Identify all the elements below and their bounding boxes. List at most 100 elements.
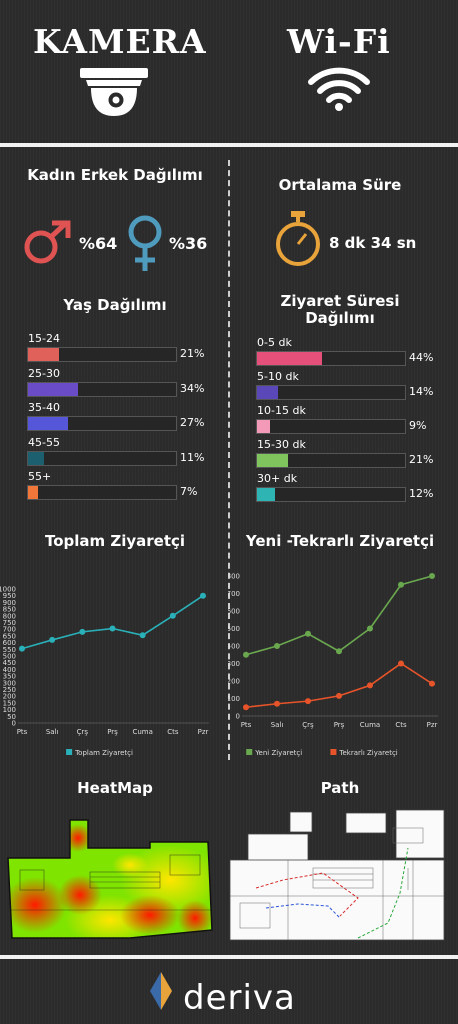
legend-label: Yeni Ziyaretçi — [254, 749, 302, 757]
data-point — [367, 625, 373, 632]
duration-bar-label: 15-30 dk — [257, 438, 306, 451]
y-tick-label: 450 — [3, 659, 16, 667]
y-tick-label: 250 — [3, 686, 16, 694]
y-tick-label: 300 — [228, 660, 240, 668]
y-tick-label: 700 — [228, 590, 240, 598]
duration-bar-label: 30+ dk — [257, 472, 298, 485]
x-tick-label: Salı — [271, 721, 284, 729]
camera-title: KAMERA — [33, 22, 207, 61]
age-bar-label: 15-24 — [28, 332, 60, 345]
gender-title: Kadın Erkek Dağılımı — [27, 166, 203, 184]
heatmap-title: HeatMap — [77, 779, 153, 797]
age-bar-track — [27, 381, 177, 397]
age-bar-fill — [28, 382, 79, 396]
x-tick-label: Pzr — [198, 728, 209, 736]
y-tick-label: 800 — [3, 612, 16, 620]
legend-swatch — [66, 749, 73, 755]
age-bar-value: 27% — [180, 416, 205, 429]
deriva-logo-icon — [150, 972, 172, 1010]
duration-bar-track — [256, 453, 406, 468]
new-returning-chart: 0 100 200 300 400 500 600 700 800 Pts Salı Çrş Prş Cu… — [228, 573, 438, 757]
duration-bar-fill — [257, 420, 271, 433]
brand-name: deriva — [183, 978, 296, 1018]
data-point — [398, 581, 404, 588]
age-bar-track — [27, 347, 177, 362]
age-bar-track — [27, 450, 177, 466]
duration-bar-track — [256, 419, 406, 434]
y-tick-label: 950 — [3, 592, 16, 600]
y-tick-label: 750 — [3, 619, 16, 627]
bottom-divider — [0, 955, 458, 959]
age-bar-value: 34% — [180, 381, 205, 395]
x-tick-label: Cts — [167, 728, 179, 736]
y-tick-label: 650 — [3, 632, 16, 640]
y-tick-label: 300 — [3, 679, 16, 687]
duration-bar-value: 44% — [409, 351, 434, 364]
age-bar-track — [27, 416, 177, 431]
x-tick-label: Çrş — [302, 721, 314, 729]
female-symbol-icon — [128, 215, 162, 271]
y-tick-label: 400 — [228, 643, 240, 651]
duration-bar-value: 14% — [409, 385, 434, 398]
data-point — [429, 680, 435, 687]
series-line — [245, 575, 433, 656]
age-bar-label: 55+ — [28, 470, 52, 483]
y-tick-label: 900 — [3, 599, 16, 607]
duration-bar-track — [256, 385, 406, 400]
age-bar-value: 11% — [180, 450, 205, 464]
age-title: Yaş Dağılımı — [63, 296, 167, 314]
y-tick-label: 700 — [3, 626, 16, 634]
x-tick-label: Pzr — [427, 721, 438, 729]
center-divider — [228, 160, 230, 760]
visit-duration-title: Ziyaret Süresi Dağılımı — [280, 292, 400, 327]
duration-bar-track — [256, 351, 406, 366]
age-bar-track — [27, 485, 177, 500]
wifi-title: Wi-Fi — [287, 22, 391, 61]
age-bar-fill — [28, 417, 68, 430]
duration-bar-fill — [257, 454, 289, 467]
x-tick-label: Cts — [395, 721, 407, 729]
age-bar-label: 45-55 — [28, 435, 60, 449]
data-point — [169, 612, 176, 619]
data-point — [19, 645, 25, 652]
data-point — [336, 692, 342, 699]
duration-bar-value: 9% — [409, 419, 427, 432]
x-tick-label: Prş — [334, 721, 345, 729]
y-tick-label: 600 — [228, 608, 240, 616]
x-tick-label: Prş — [107, 728, 118, 736]
heatmap-image — [7, 819, 213, 939]
y-tick-label: 200 — [3, 693, 16, 701]
data-point — [139, 632, 146, 639]
data-point — [79, 628, 86, 635]
x-tick-label: Cuma — [132, 728, 152, 736]
new-returning-title: Yeni -Tekrarlı Ziyaretçi — [245, 532, 435, 550]
duration-bar-value: 12% — [409, 487, 434, 500]
data-point — [243, 651, 249, 658]
male-percentage: %64 — [79, 234, 118, 253]
data-point — [274, 700, 280, 707]
x-tick-label: Pts — [17, 728, 28, 736]
female-percentage: %36 — [169, 234, 208, 253]
x-tick-label: Çrş — [77, 728, 89, 736]
y-tick-label: 100 — [3, 706, 16, 714]
y-tick-label: 350 — [3, 673, 16, 681]
total-visitors-title: Toplam Ziyaretçi — [44, 532, 186, 550]
y-tick-label: 500 — [3, 653, 16, 661]
data-point — [367, 682, 373, 689]
duration-bar-fill — [257, 386, 278, 399]
y-tick-label: 200 — [228, 678, 240, 686]
data-point — [429, 573, 435, 579]
legend-label: Tekrarlı Ziyaretçi — [338, 749, 397, 757]
x-tick-label: Salı — [46, 728, 59, 736]
series-line — [21, 595, 204, 650]
y-tick-label: 600 — [3, 639, 16, 647]
age-bar-label: 35-40 — [28, 401, 60, 414]
x-tick-label: Pts — [241, 721, 252, 729]
duration-bar-label: 10-15 dk — [257, 404, 306, 417]
age-bar-fill — [28, 451, 45, 465]
y-tick-label: 500 — [228, 625, 240, 633]
legend-swatch — [330, 749, 337, 755]
data-point — [109, 625, 116, 632]
age-bar-label: 25-30 — [28, 366, 60, 380]
stopwatch-icon — [276, 211, 320, 266]
